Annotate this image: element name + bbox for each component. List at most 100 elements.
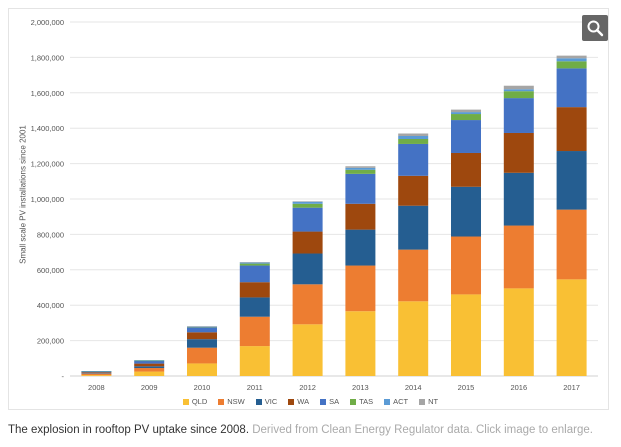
bar-segment-tas [292,203,323,208]
legend-item-sa: SA [320,397,339,406]
bar-segment-qld [503,288,534,376]
bar-segment-vic [134,366,165,369]
legend-item-tas: TAS [350,397,373,406]
bar-segment-tas [556,61,587,69]
bar-segment-nsw [556,209,587,280]
y-tick-label: 400,000 [37,301,64,310]
x-tick-label: 2010 [194,383,211,392]
bar-segment-qld [134,371,165,376]
bar-segment-wa [451,152,481,187]
bar-segment-nsw [134,368,165,372]
bar-segment-vic [503,172,534,226]
bar-segment-qld [239,346,270,376]
magnifier-icon [587,20,604,37]
bar-segment-nt [398,133,429,136]
y-tick-label: 600,000 [37,266,64,275]
bar-segment-tas [187,326,217,328]
bar-segment-vic [292,253,323,285]
bar-segment-qld [292,324,323,376]
legend-item-qld: QLD [182,397,207,406]
bar-segment-wa [398,175,429,206]
bar-segment-vic [345,229,376,266]
legend-label: NSW [227,397,245,406]
bar-segment-sa [345,173,376,204]
legend-label: SA [329,397,340,406]
legend-item-vic: VIC [255,397,278,406]
bar-segment-tas [503,91,534,99]
bar-segment-nt [556,55,587,59]
bar-segment-nt [239,262,270,263]
enlarge-image-button[interactable] [582,15,608,41]
caption-source: Derived from Clean Energy Regulator data… [252,424,593,436]
y-tick-label: 2,000,000 [31,18,64,27]
x-tick-label: 2012 [299,383,316,392]
bar-segment-act [556,58,587,62]
legend-swatch [350,399,357,406]
bar-segment-tas [134,360,165,362]
bar-segment-sa [187,327,217,333]
bar-segment-tas [345,169,376,174]
legend-swatch [288,399,295,406]
x-tick-label: 2015 [458,383,475,392]
legend-label: VIC [264,397,278,406]
legend-label: TAS [359,397,374,406]
bar-segment-qld [187,363,217,376]
bar-segment-sa [239,265,270,283]
bar-segment-act [134,360,165,361]
bar-segment-nt [503,85,534,90]
legend-swatch [384,399,391,406]
bar-segment-sa [503,98,534,133]
bar-segment-act [292,201,323,204]
stacked-bar-chart: - 200,000 400,000 600,000 800,000 1,000,000 1,… [31,18,598,392]
bar-segment-nsw [503,225,534,289]
bar-segment-act [345,167,376,170]
y-tick-label: 1,000,000 [31,195,64,204]
bar-segment-qld [345,311,376,376]
bar-segment-qld [398,301,429,376]
x-tick-label: 2013 [352,383,369,392]
legend-swatch [320,399,327,406]
caption-main: The explosion in rooftop PV uptake since… [8,424,250,436]
x-tick-label: 2017 [563,383,580,392]
bar-segment-wa [134,363,165,367]
y-axis-label: Small scale PV installations since 2001 [18,125,28,264]
bar-segment-wa [81,372,112,374]
bar-segment-tas [239,263,270,266]
legend-item-wa: WA [288,397,309,406]
bar-segment-qld [451,294,481,376]
bar-segment-nt [451,109,481,113]
chart-legend: QLD NSW VIC WA SA TAS ACT NT [0,397,621,406]
legend-swatch [218,399,225,406]
legend-item-act: ACT [384,397,408,406]
legend-label: WA [297,397,310,406]
bar-segment-nt [292,201,323,202]
x-tick-label: 2008 [88,383,105,392]
bar-segment-vic [398,205,429,250]
bar-segment-nsw [398,249,429,302]
x-tick-label: 2009 [141,383,158,392]
bar-segment-wa [187,332,217,340]
x-tick-label: 2014 [405,383,422,392]
bar-segment-nsw [292,284,323,325]
bar-segment-wa [292,231,323,254]
y-tick-label: 1,600,000 [31,89,64,98]
bar-segment-sa [451,120,481,153]
bar-segment-nt [345,166,376,168]
y-tick-label: 1,400,000 [31,124,64,133]
bar-segment-vic [556,151,587,210]
image-caption: The explosion in rooftop PV uptake since… [8,424,593,436]
legend-item-nsw: NSW [218,397,245,406]
bar-segment-act [239,262,270,264]
bar-segment-tas [451,114,481,121]
y-tick-label: 200,000 [37,337,64,346]
legend-item-nt: NT [419,397,438,406]
x-tick-label: 2011 [247,383,263,392]
bar-segment-wa [556,107,587,152]
bar-segment-vic [239,297,270,317]
bar-segment-sa [398,143,429,176]
bar-segment-tas [398,138,429,144]
bar-segment-qld [81,375,112,376]
bar-segment-nsw [451,236,481,295]
bar-segment-sa [134,360,165,364]
y-tick-label: 800,000 [37,230,64,239]
